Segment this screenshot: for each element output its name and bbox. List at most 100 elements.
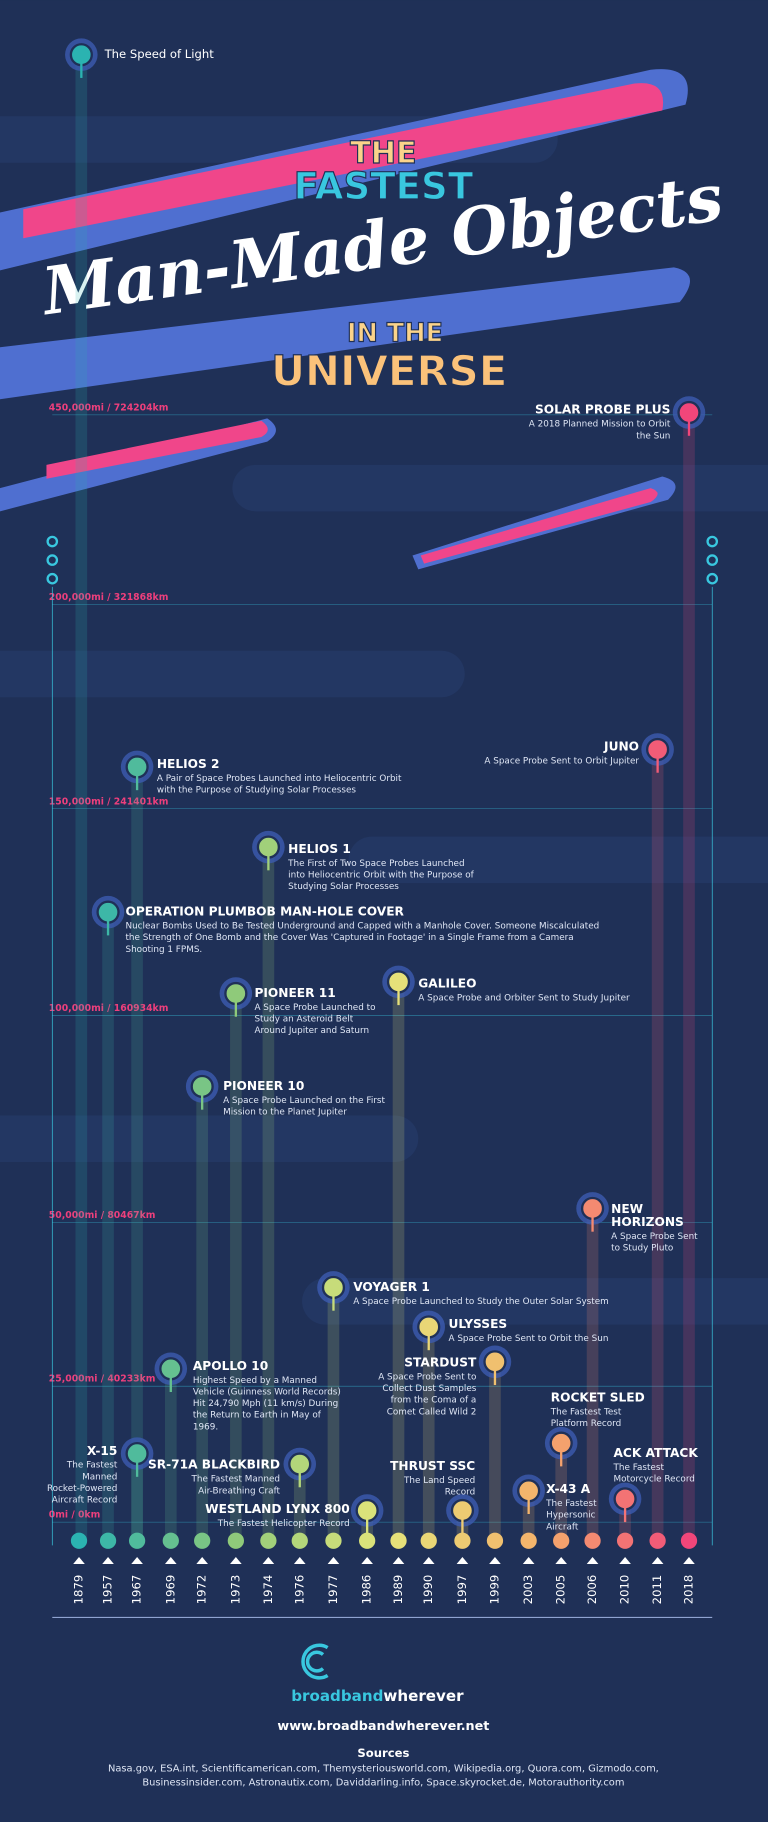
object-description: A Space Probe Sent (611, 1232, 698, 1242)
object-title: HELIOS 1 (288, 842, 351, 856)
year-label: 1974 (261, 1575, 275, 1605)
object-description: Comet Called Wild 2 (387, 1407, 477, 1417)
year-dot (99, 1532, 117, 1549)
year-pointer (456, 1557, 469, 1564)
title-line: THE (350, 136, 416, 171)
object-description: A Space Probe and Orbiter Sent to Study … (418, 994, 630, 1004)
scale-label: 450,000mi / 724204km (49, 402, 169, 413)
year-label: 2003 (521, 1575, 535, 1605)
year-label: 1969 (163, 1575, 177, 1605)
object-description: Nuclear Bombs Used to Be Tested Undergro… (125, 922, 599, 932)
year-pointer (422, 1557, 435, 1564)
year-pointer (102, 1557, 114, 1564)
year-dot (486, 1532, 504, 1549)
year-dot (454, 1532, 471, 1549)
year-label: 2006 (585, 1575, 599, 1605)
sources-title: Sources (357, 1746, 409, 1760)
object-title: ROCKET SLED (551, 1390, 645, 1404)
year-label: 1989 (391, 1575, 405, 1605)
sources: Businessinsider.com, Astronautix.com, Da… (142, 1777, 624, 1788)
title-line: UNIVERSE (271, 347, 507, 396)
object-title: SR-71A BLACKBIRD (148, 1458, 280, 1472)
year-dot (227, 1532, 244, 1549)
object-description: The Fastest Helicopter Record (217, 1519, 350, 1529)
year-label: 2005 (554, 1575, 568, 1605)
logo-text: broadband (291, 1687, 383, 1705)
scale-label: 50,000mi / 80467km (49, 1210, 156, 1221)
object-description: A Space Probe Sent to Orbit Jupiter (484, 757, 639, 767)
object-description: Studying Solar Processes (288, 882, 399, 892)
year-dot (649, 1532, 666, 1549)
year-pointer (651, 1557, 664, 1564)
object-description: from the Coma of a (391, 1396, 477, 1406)
year-label: 2018 (681, 1575, 695, 1605)
label: The Speed of Light (104, 47, 215, 61)
object-description: A Space Probe Sent to Orbit the Sun (448, 1334, 608, 1344)
year-pointer (73, 1557, 85, 1564)
object-description: Shooting 1 FPMS. (125, 945, 202, 955)
object-description: Study an Asteroid Belt (254, 1015, 353, 1025)
object-description: The Fastest (66, 1461, 118, 1471)
year-label: 2010 (618, 1575, 632, 1605)
object-title: X-15 (87, 1444, 117, 1458)
object-title: STARDUST (404, 1355, 477, 1369)
object-description: Hit 24,790 Mph (11 km/s) During (193, 1399, 338, 1409)
object-description: Motorcycle Record (613, 1475, 694, 1485)
object-description: the Strength of One Bomb and the Cover W… (125, 933, 573, 943)
scale-label: 150,000mi / 241401km (49, 796, 169, 807)
year-label: 1999 (487, 1575, 501, 1605)
object-description: A 2018 Planned Mission to Orbit (529, 420, 671, 430)
object-title: NEW (611, 1202, 644, 1216)
object-description: Platform Record (551, 1419, 622, 1429)
year-pointer (683, 1557, 695, 1564)
year-pointer (293, 1557, 306, 1564)
object-description: with the Purpose of Studying Solar Proce… (157, 786, 357, 796)
year-label: 1957 (101, 1575, 115, 1605)
object-description: The First of Two Space Probes Launched (287, 859, 464, 869)
object-description: Rocket-Powered (47, 1484, 117, 1494)
year-pointer (262, 1557, 275, 1564)
object-description: The Fastest (545, 1499, 597, 1509)
object-description: Aircraft (546, 1522, 579, 1532)
object-description: Aircraft Record (52, 1496, 118, 1506)
year-label: 1997 (455, 1575, 469, 1605)
title-line: FASTEST (294, 164, 474, 208)
year-dot (162, 1532, 179, 1549)
year-dot (520, 1532, 537, 1549)
object-description: A Space Probe Launched to (254, 1003, 375, 1013)
scale-label: 200,000mi / 321868km (49, 592, 169, 603)
object-title: WESTLAND LYNX 800 (205, 1502, 350, 1516)
year-pointer (522, 1557, 535, 1564)
year-label: 1976 (292, 1575, 306, 1605)
object-description: Collect Dust Samples (382, 1384, 476, 1394)
object-description: Around Jupiter and Saturn (254, 1026, 369, 1036)
year-dot (359, 1532, 376, 1549)
year-label: 1986 (360, 1575, 374, 1605)
year-dot (70, 1532, 88, 1549)
year-pointer (327, 1557, 340, 1564)
object-description: into Heliocentric Orbit with the Purpose… (288, 870, 475, 880)
object-description: the Sun (636, 431, 670, 441)
object-description: The Fastest Manned (190, 1475, 280, 1485)
object-description: A Space Probe Sent to (378, 1372, 476, 1382)
object-title: HELIOS 2 (157, 757, 220, 771)
object-title: JUNO (603, 740, 639, 754)
meteors (0, 69, 690, 570)
object-description: A Space Probe Launched to Study the Oute… (353, 1297, 609, 1307)
object-title: PIONEER 10 (223, 1079, 304, 1093)
year-dot (420, 1532, 437, 1549)
object-title: SOLAR PROBE PLUS (535, 403, 670, 417)
year-dot (390, 1532, 407, 1549)
year-label: 2011 (650, 1575, 664, 1605)
year-dot (260, 1532, 277, 1549)
year-pointer (555, 1557, 567, 1564)
object-description: A Space Probe Launched on the First (223, 1096, 385, 1106)
year-label: 1990 (421, 1575, 435, 1605)
year-dot (553, 1532, 570, 1549)
object-title: VOYAGER 1 (353, 1280, 430, 1294)
object-description: Mission to the Planet Jupiter (223, 1108, 347, 1118)
year-label: 1972 (195, 1575, 209, 1605)
object-description: Hypersonic (546, 1511, 596, 1521)
